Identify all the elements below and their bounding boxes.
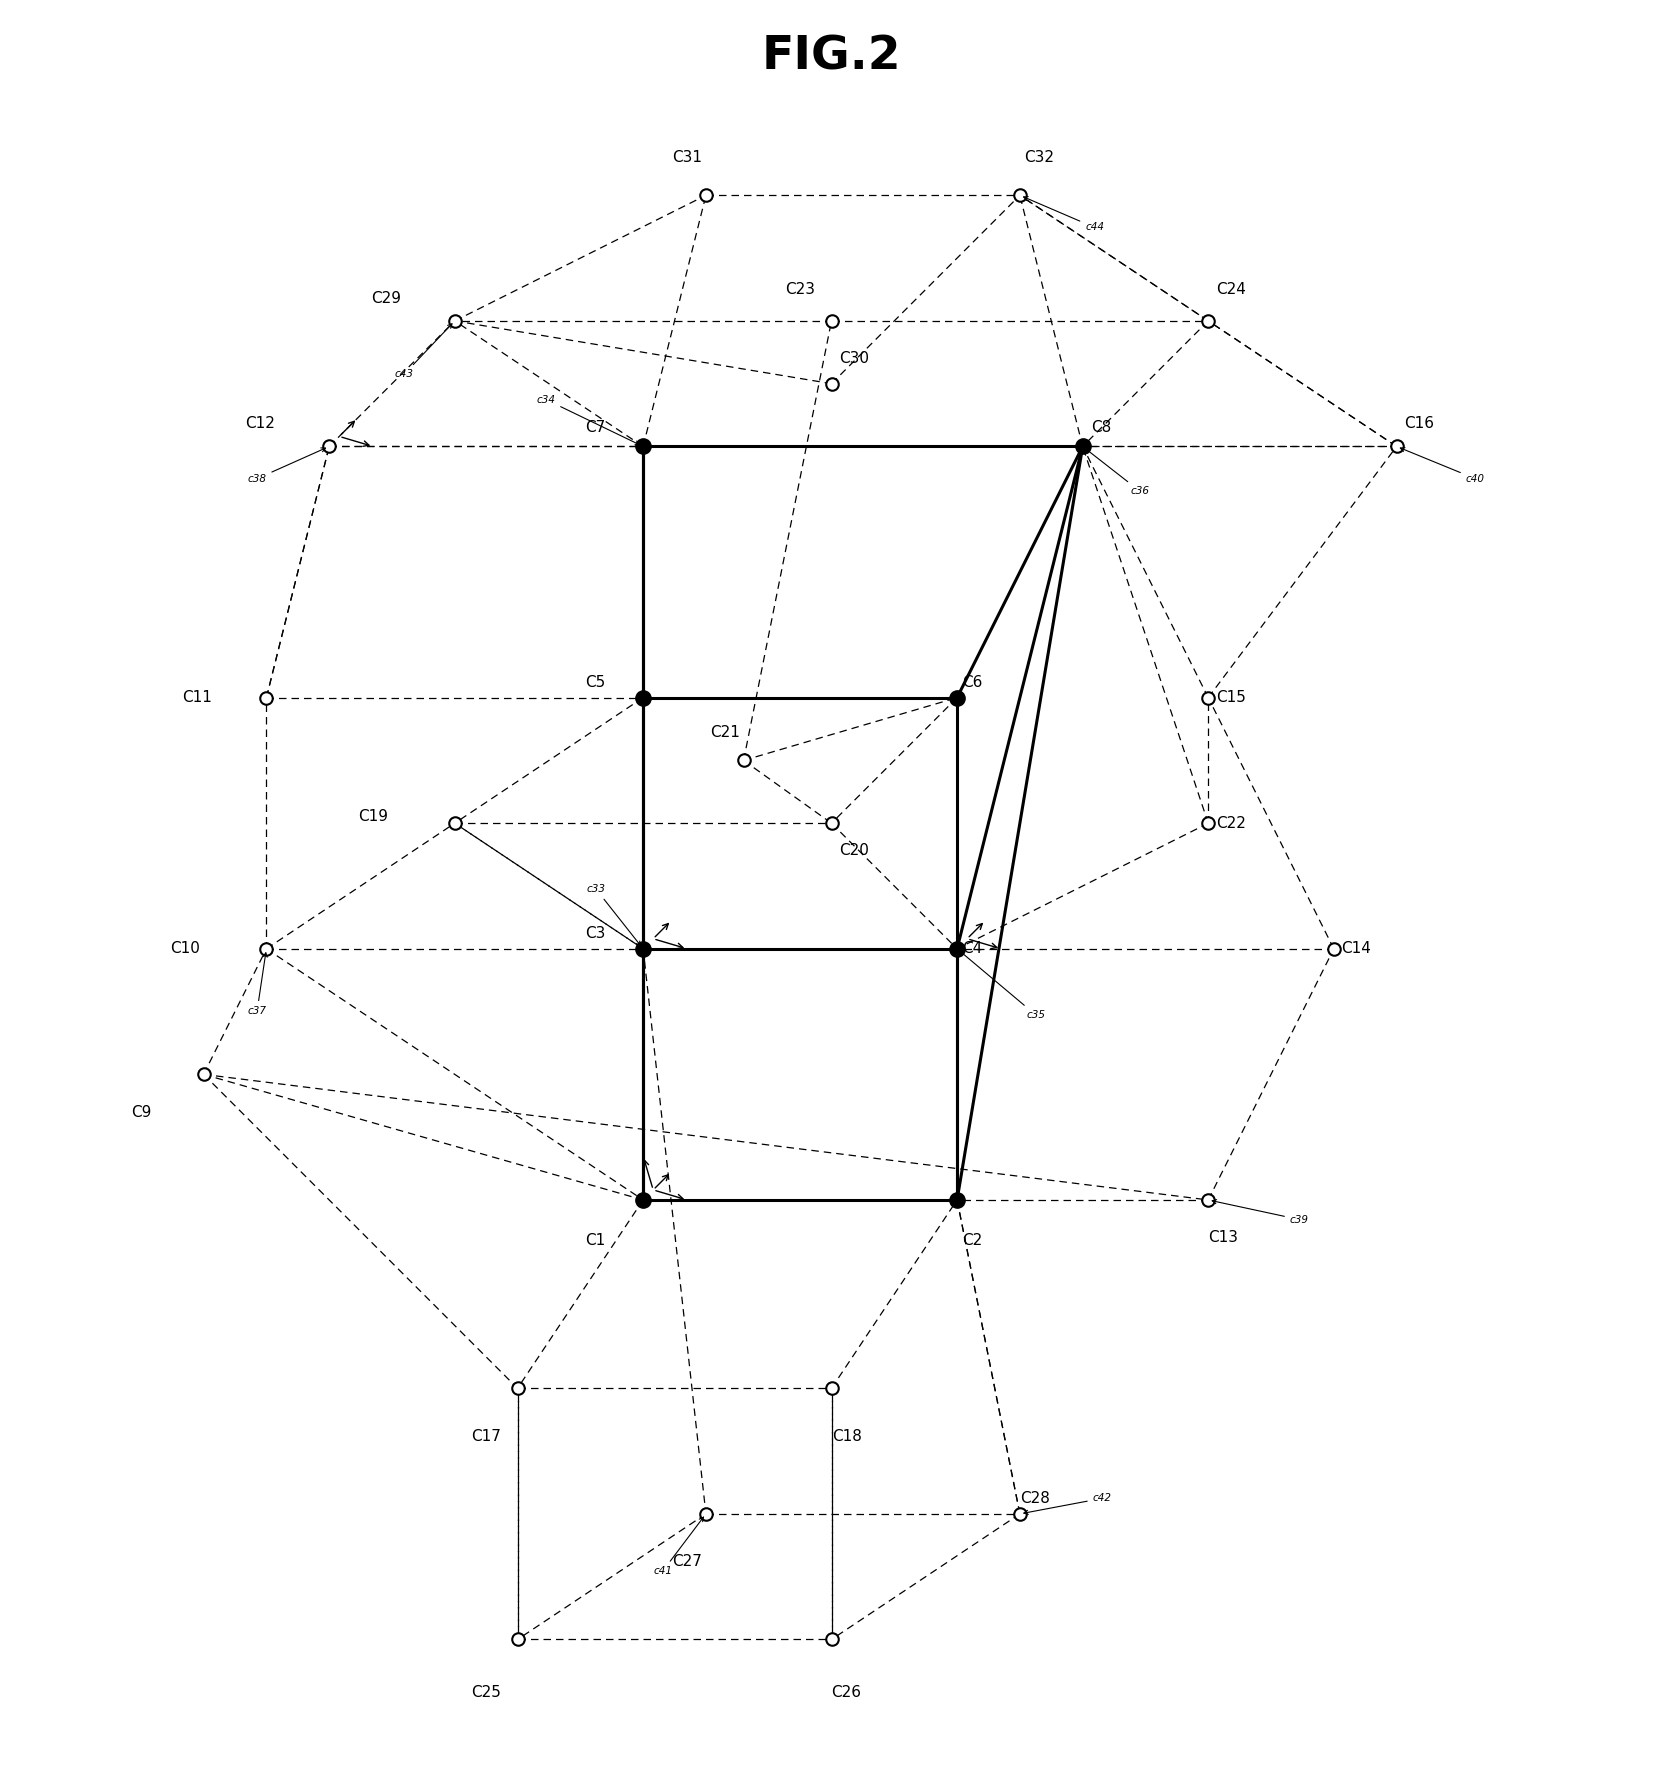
Text: C7: C7 [585, 420, 605, 436]
Text: c37: c37 [248, 953, 268, 1015]
Text: C31: C31 [672, 151, 702, 165]
Text: C29: C29 [371, 291, 401, 307]
Text: C8: C8 [1091, 420, 1111, 436]
Text: C32: C32 [1024, 151, 1054, 165]
Text: C19: C19 [358, 810, 387, 824]
Text: C5: C5 [585, 675, 605, 689]
Text: C3: C3 [585, 927, 605, 941]
Text: C6: C6 [961, 675, 983, 689]
Text: C21: C21 [710, 725, 740, 741]
Text: c43: c43 [394, 324, 452, 379]
Text: c36: c36 [1086, 448, 1149, 496]
Text: c41: c41 [654, 1517, 703, 1575]
Text: c42: c42 [1024, 1494, 1111, 1515]
Text: c44: c44 [1023, 197, 1104, 232]
Text: C30: C30 [840, 351, 870, 367]
Text: C25: C25 [471, 1685, 501, 1699]
Text: C22: C22 [1216, 815, 1246, 831]
Text: c39: c39 [1212, 1200, 1309, 1224]
Text: c34: c34 [537, 395, 640, 445]
Text: C15: C15 [1216, 689, 1246, 705]
Text: C11: C11 [183, 689, 213, 705]
Text: C20: C20 [840, 843, 870, 858]
Text: c38: c38 [248, 448, 326, 484]
Text: C17: C17 [471, 1428, 501, 1444]
Text: C26: C26 [832, 1685, 861, 1699]
Text: C27: C27 [672, 1554, 702, 1570]
Text: C16: C16 [1404, 416, 1434, 431]
Text: C18: C18 [832, 1428, 861, 1444]
Text: C10: C10 [170, 941, 200, 957]
Text: C12: C12 [244, 416, 274, 431]
Text: C13: C13 [1209, 1230, 1239, 1246]
Text: C23: C23 [785, 282, 815, 298]
Text: c40: c40 [1400, 448, 1485, 484]
Text: C1: C1 [585, 1233, 605, 1247]
Text: c33: c33 [587, 884, 640, 946]
Text: C2: C2 [961, 1233, 983, 1247]
Text: c35: c35 [960, 952, 1044, 1021]
Text: C14: C14 [1342, 941, 1372, 957]
Text: C4: C4 [961, 941, 983, 957]
Text: FIG.2: FIG.2 [762, 35, 901, 80]
Text: C24: C24 [1216, 282, 1246, 298]
Text: C9: C9 [131, 1104, 151, 1120]
Text: C28: C28 [1019, 1492, 1049, 1506]
